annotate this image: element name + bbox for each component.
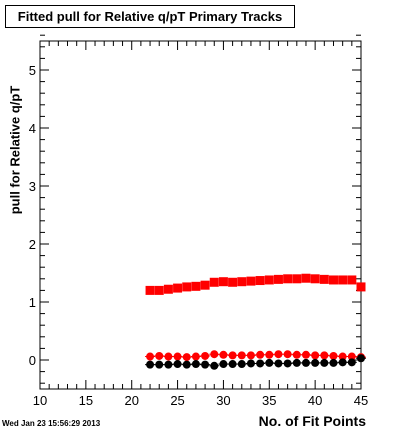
x-tick-label: 15 xyxy=(79,393,93,408)
plot-frame xyxy=(39,40,362,390)
x-axis-label: No. of Fit Points xyxy=(258,413,366,429)
x-tick-label: 20 xyxy=(124,393,138,408)
y-tick-label: 4 xyxy=(29,121,36,136)
datestamp: Wed Jan 23 15:56:29 2013 xyxy=(2,419,101,428)
x-tick-label: 25 xyxy=(170,393,184,408)
x-tick-label: 30 xyxy=(216,393,230,408)
y-tick-label: 2 xyxy=(29,237,36,252)
chart-title: Fitted pull for Relative q/pT Primary Tr… xyxy=(5,5,295,28)
x-tick-label: 10 xyxy=(33,393,47,408)
y-tick-label: 1 xyxy=(29,295,36,310)
x-tick-label: 40 xyxy=(308,393,322,408)
x-tick-label: 35 xyxy=(262,393,276,408)
y-tick-label: 5 xyxy=(29,63,36,78)
y-tick-label: 3 xyxy=(29,179,36,194)
y-tick-label: 0 xyxy=(29,353,36,368)
x-tick-label: 45 xyxy=(354,393,368,408)
